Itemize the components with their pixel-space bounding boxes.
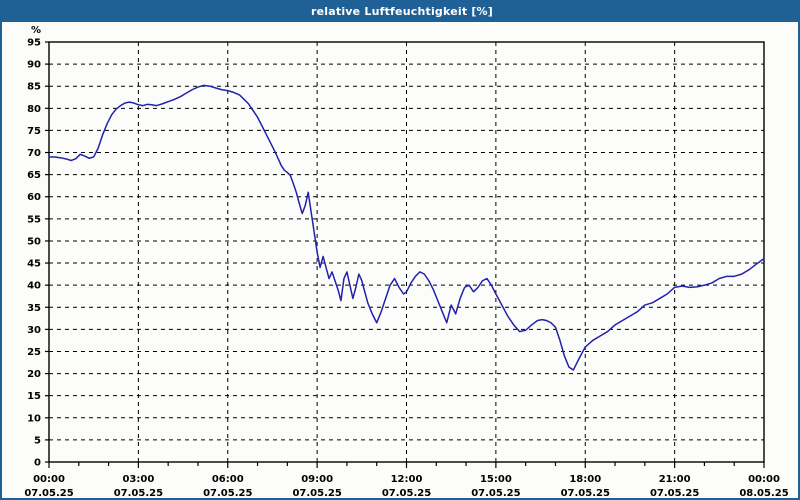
x-axis-tick-label-time: 00:00 — [33, 474, 65, 485]
y-axis-tick-label: 20 — [27, 369, 41, 380]
y-axis-tick-label: 25 — [27, 347, 41, 358]
y-axis-tick-label: 10 — [27, 413, 41, 424]
humidity-line-chart: 0 5 10 15 20 25 30 35 40 45 50 55 60 65 70 75 80 85 90 95 0… — [2, 22, 798, 496]
y-axis-tick-label: 80 — [27, 104, 41, 115]
plot-frame — [48, 41, 765, 463]
y-axis-tick-label: 70 — [27, 148, 41, 159]
x-axis-tick-label-date: 08.05.25 — [739, 488, 788, 496]
axis-lines — [48, 41, 765, 463]
x-axis-tick-label-date: 07.05.25 — [471, 488, 520, 496]
x-axis-tick-label-time: 09:00 — [301, 474, 333, 485]
x-axis-tick-label-date: 07.05.25 — [650, 488, 699, 496]
x-axis-tick-label-time: 15:00 — [480, 474, 512, 485]
series-line-humidity — [48, 84, 765, 371]
x-axis-tick-label-time: 12:00 — [391, 474, 423, 485]
y-axis-tick-label: 95 — [27, 38, 41, 49]
x-axis-tick-label-time: 06:00 — [212, 474, 244, 485]
y-axis-tick-label: 65 — [27, 170, 41, 181]
y-axis-tick-label: 60 — [27, 192, 41, 203]
y-axis-tick-label: 35 — [27, 303, 41, 314]
y-axis-tick-label: 15 — [27, 391, 41, 402]
y-axis-unit-label: % — [31, 25, 41, 36]
y-axis-tick-label: 50 — [27, 236, 41, 247]
x-axis-tick-label-date: 07.05.25 — [203, 488, 252, 496]
x-axis-tick-label-time: 03:00 — [122, 474, 154, 485]
window-title-bar: relative Luftfeuchtigkeit [%] — [2, 0, 798, 22]
y-axis-tick-label: 30 — [27, 325, 41, 336]
x-axis-tick-label-time: 18:00 — [569, 474, 601, 485]
y-axis-tick-label: 40 — [27, 281, 41, 292]
y-axis-tick-label: 5 — [34, 435, 41, 446]
x-axis-tick-labels: 00:00 07.05.25 03:00 07.05.25 06:00 07.05.25 0… — [24, 474, 788, 496]
x-axis-tick-label-time: 00:00 — [748, 474, 780, 485]
y-axis-tick-labels: 0 5 10 15 20 25 30 35 40 45 50 55 60 65 70 75 80 85 90 95 — [27, 38, 41, 469]
x-axis-tick-label-date: 07.05.25 — [114, 488, 163, 496]
x-axis-tick-label-date: 07.05.25 — [382, 488, 431, 496]
data-series-humidity — [48, 84, 765, 371]
x-axis-tick-label-date: 07.05.25 — [561, 488, 610, 496]
y-axis-tick-label: 85 — [27, 82, 41, 93]
x-axis-tick-label-date: 07.05.25 — [24, 488, 73, 496]
page-title: relative Luftfeuchtigkeit [%] — [311, 4, 493, 18]
plot-area-container: 0 5 10 15 20 25 30 35 40 45 50 55 60 65 70 75 80 85 90 95 0… — [2, 22, 798, 496]
plot-background — [2, 22, 798, 496]
y-axis-tick-label: 0 — [34, 458, 41, 469]
y-axis-unit-label-text: % — [31, 25, 41, 36]
y-axis-tick-label: 45 — [27, 259, 41, 270]
y-axis-tick-label: 90 — [27, 60, 41, 71]
y-axis-tick-label: 75 — [27, 126, 41, 137]
x-axis-tick-label-date: 07.05.25 — [292, 488, 341, 496]
x-axis-tick-label-time: 21:00 — [659, 474, 691, 485]
y-axis-tick-label: 55 — [27, 214, 41, 225]
x-axis-major-ticks — [48, 462, 765, 468]
